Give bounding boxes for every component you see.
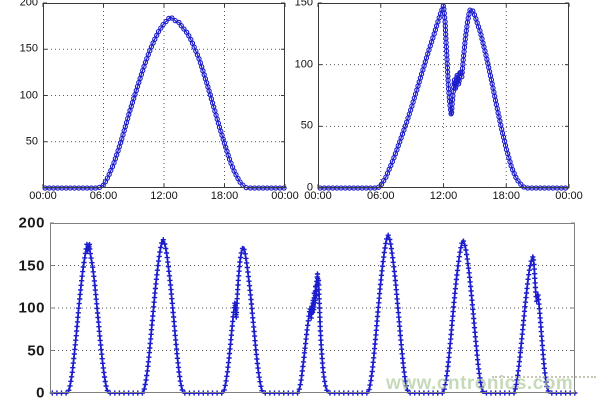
x-tick-label: 00:00	[304, 190, 332, 202]
series-markers	[42, 15, 287, 191]
gridlines	[318, 3, 569, 188]
x-tick-label: 00:00	[29, 190, 57, 202]
x-tick-label: 18:00	[210, 190, 239, 202]
y-tick-label: 100	[19, 89, 38, 101]
series-markers	[49, 232, 578, 396]
y-tick-label: 200	[18, 214, 45, 232]
gridlines	[43, 3, 285, 188]
x-tick-label: 00:00	[271, 190, 299, 202]
y-tick-label: 50	[300, 119, 313, 132]
chart-canvas	[49, 222, 578, 396]
chart-canvas	[42, 2, 287, 191]
x-tick-label: 00:00	[555, 190, 583, 202]
x-tick-label: 06:00	[366, 190, 395, 202]
series-path	[43, 16, 285, 189]
y-tick-label: 50	[25, 135, 38, 148]
chart-canvas	[317, 2, 570, 191]
y-tick-label: 150	[19, 42, 38, 55]
x-tick-label: 12:00	[429, 190, 458, 202]
y-tick-label: 150	[18, 257, 45, 274]
y-tick-label: 200	[19, 0, 38, 9]
series-markers	[317, 3, 569, 191]
chart-daily-irradiance-cloud-dip: 0 50 100 150 00:00 06:00 12:00 18:00 00:00	[295, 0, 583, 202]
stray-dotted-line	[492, 376, 596, 378]
x-tick-label: 18:00	[492, 190, 521, 202]
chart-daily-irradiance-clear: 50 100 150 200 00:00 06:00 12:00 18:00 00:00	[20, 0, 299, 202]
y-tick-label: 150	[294, 0, 313, 9]
axes-box	[317, 2, 570, 189]
axes-box	[50, 222, 575, 394]
y-tick-label: 100	[294, 58, 313, 71]
y-tick-label: 0	[36, 384, 45, 402]
axes-box	[42, 2, 286, 188]
y-tick-label: 100	[18, 299, 45, 317]
y-tick-label: 50	[27, 342, 45, 359]
x-tick-label: 06:00	[89, 190, 118, 202]
y-tick-label: 0	[306, 181, 313, 194]
x-tick-label: 12:00	[150, 190, 178, 202]
chart-weekly-irradiance: 0 50 100 150 200	[18, 216, 578, 401]
